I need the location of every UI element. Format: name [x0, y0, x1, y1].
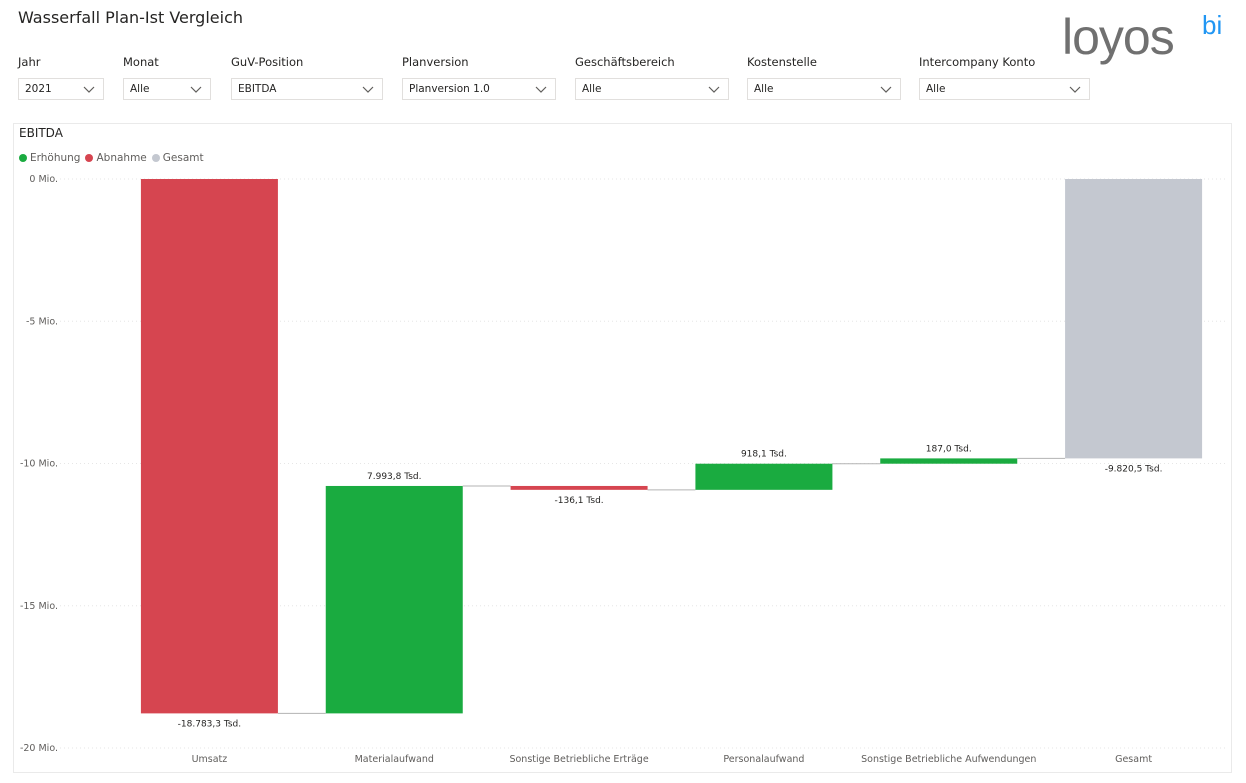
filter-bar: Jahr 2021 Monat Alle GuV-Position EBITDA…: [0, 0, 1246, 110]
filter-guv-position-dropdown[interactable]: EBITDA: [231, 78, 383, 100]
filter-monat-dropdown[interactable]: Alle: [123, 78, 211, 100]
filter-value: EBITDA: [238, 83, 277, 95]
filter-label: Planversion: [402, 55, 469, 69]
x-tick-label: Sonstige Betriebliche Aufwendungen: [861, 754, 1036, 765]
filter-monat: Monat Alle: [123, 54, 211, 100]
filter-value: Alle: [926, 83, 946, 95]
legend-label: Abnahme: [96, 152, 147, 164]
legend-item-abnahme[interactable]: Abnahme: [85, 152, 147, 164]
filter-jahr-dropdown[interactable]: 2021: [18, 78, 104, 100]
chevron-down-icon: [83, 86, 95, 93]
filter-value: 2021: [25, 83, 52, 95]
svg-text:loyos: loyos: [1062, 9, 1174, 65]
x-tick-label: Gesamt: [1115, 754, 1152, 765]
legend-dot: [151, 154, 160, 162]
waterfall-bar: [1065, 179, 1203, 459]
filter-value: Planversion 1.0: [409, 83, 490, 95]
legend-item-gesamt[interactable]: Gesamt: [151, 152, 204, 164]
waterfall-bar: [325, 485, 463, 714]
data-label: 918,1 Tsd.: [741, 450, 787, 460]
y-tick-label: -20 Mio.: [20, 743, 58, 754]
x-tick-label: Umsatz: [192, 754, 228, 765]
filter-geschaeftsbereich-dropdown[interactable]: Alle: [575, 78, 729, 100]
legend-dot: [19, 154, 27, 162]
filter-label: Jahr: [18, 55, 41, 69]
y-tick-label: -15 Mio.: [20, 601, 58, 612]
chevron-down-icon: [880, 86, 892, 93]
data-label: 7.993,8 Tsd.: [367, 472, 421, 482]
waterfall-bar: [140, 179, 278, 714]
y-tick-label: 0 Mio.: [29, 174, 58, 185]
data-label: -136,1 Tsd.: [555, 496, 604, 506]
x-tick-label: Materialaufwand: [355, 754, 434, 765]
data-label: -18.783,3 Tsd.: [178, 719, 241, 729]
chevron-down-icon: [535, 86, 547, 93]
waterfall-bar: [510, 485, 648, 490]
filter-label: Geschäftsbereich: [575, 55, 675, 69]
x-tick-label: Personalaufwand: [723, 754, 804, 765]
legend-label: Erhöhung: [30, 152, 81, 164]
legend-item-erhoehung[interactable]: Erhöhung: [19, 152, 80, 164]
chevron-down-icon: [1069, 86, 1081, 93]
chevron-down-icon: [708, 86, 720, 93]
filter-intercompany-konto: Intercompany Konto Alle: [919, 54, 1090, 100]
filter-label: Kostenstelle: [747, 55, 817, 69]
filter-guv-position: GuV-Position EBITDA: [231, 54, 383, 100]
y-tick-label: -5 Mio.: [26, 316, 58, 327]
x-tick-label: Sonstige Betriebliche Erträge: [509, 754, 648, 765]
filter-jahr: Jahr 2021: [18, 54, 104, 100]
waterfall-bar: [695, 463, 833, 490]
filter-label: GuV-Position: [231, 55, 304, 69]
chart-legend: Erhöhung Abnahme Gesamt: [19, 152, 209, 164]
chevron-down-icon: [190, 86, 202, 93]
filter-value: Alle: [754, 83, 774, 95]
legend-label: Gesamt: [162, 152, 204, 164]
filter-label: Intercompany Konto: [919, 55, 1036, 69]
filter-value: Alle: [582, 83, 602, 95]
waterfall-bar: [880, 458, 1018, 464]
loyos-bi-logo: loyos bi: [1062, 9, 1222, 65]
chart-title: EBITDA: [19, 126, 63, 140]
filter-kostenstelle-dropdown[interactable]: Alle: [747, 78, 901, 100]
page-title: Wasserfall Plan-Ist Vergleich: [18, 8, 244, 27]
data-label: 187,0 Tsd.: [926, 444, 972, 454]
legend-dot: [85, 154, 94, 162]
chevron-down-icon: [362, 86, 374, 93]
filter-planversion-dropdown[interactable]: Planversion 1.0: [402, 78, 556, 100]
filter-label: Monat: [123, 55, 159, 69]
filter-kostenstelle: Kostenstelle Alle: [747, 54, 901, 100]
filter-intercompany-konto-dropdown[interactable]: Alle: [919, 78, 1090, 100]
y-tick-label: -10 Mio.: [20, 459, 58, 470]
filter-planversion: Planversion Planversion 1.0: [402, 54, 556, 100]
svg-text:bi: bi: [1202, 10, 1222, 40]
data-label: -9.820,5 Tsd.: [1105, 464, 1163, 474]
filter-value: Alle: [130, 83, 150, 95]
filter-geschaeftsbereich: Geschäftsbereich Alle: [575, 54, 729, 100]
